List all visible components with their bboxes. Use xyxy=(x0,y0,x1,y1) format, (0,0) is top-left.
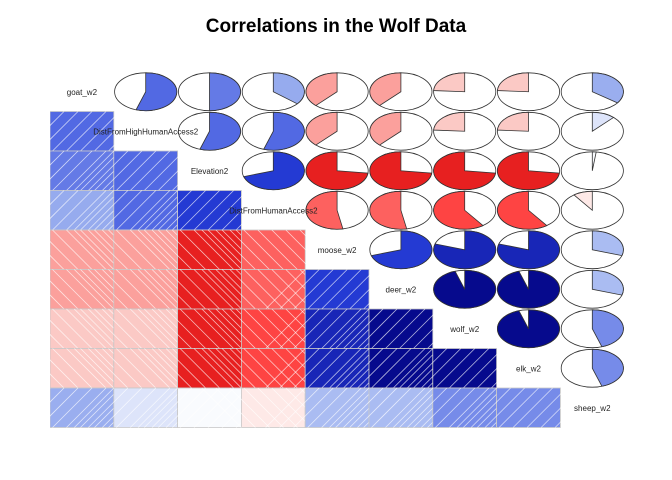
shade-cell-Elevation2-DistFromHighHumanAccess2 xyxy=(74,150,255,191)
diagonal-label-goat_w2: goat_w2 xyxy=(67,88,98,97)
pie-cell-DistFromHumanAccess2-elk_w2 xyxy=(496,190,560,230)
shade-cell-DistFromHumanAccess2-Elevation2 xyxy=(137,190,318,231)
pie-cell-DistFromHumanAccess2-sheep_w2 xyxy=(560,190,624,230)
shade-cell-sheep_w2-goat_w2 xyxy=(50,387,191,428)
shade-cell-sheep_w2-elk_w2 xyxy=(456,387,624,428)
pie-cell-Elevation2-moose_w2 xyxy=(305,151,369,191)
shade-cell-deer_w2-DistFromHighHumanAccess2 xyxy=(74,269,255,310)
diagonal-label-DistFromHumanAccess2: DistFromHumanAccess2 xyxy=(229,206,318,215)
pie-cell-moose_w2-elk_w2 xyxy=(496,230,560,270)
pie-cell-DistFromHumanAccess2-deer_w2 xyxy=(369,190,433,230)
pie-cell-deer_w2-elk_w2 xyxy=(496,269,560,309)
pie-cell-wolf_w2-sheep_w2 xyxy=(560,309,624,349)
pie-cell-goat_w2-elk_w2 xyxy=(496,72,560,112)
pie-cell-Elevation2-deer_w2 xyxy=(369,151,433,191)
pie-cell-moose_w2-sheep_w2 xyxy=(560,230,624,270)
pie-cell-Elevation2-wolf_w2 xyxy=(433,151,497,191)
shade-cell-DistFromHighHumanAccess2-goat_w2 xyxy=(50,111,191,152)
pie-cell-deer_w2-wolf_w2 xyxy=(433,269,497,309)
diagonal-label-sheep_w2: sheep_w2 xyxy=(574,404,611,413)
diagonal-label-elk_w2: elk_w2 xyxy=(516,364,541,373)
pie-cell-DistFromHumanAccess2-moose_w2 xyxy=(305,190,369,230)
pie-cell-DistFromHighHumanAccess2-wolf_w2 xyxy=(433,111,497,151)
pie-cell-Elevation2-DistFromHumanAccess2 xyxy=(241,151,305,191)
shade-cell-sheep_w2-DistFromHighHumanAccess2 xyxy=(74,387,255,428)
pie-cell-DistFromHighHumanAccess2-Elevation2 xyxy=(177,111,241,151)
pie-cell-goat_w2-deer_w2 xyxy=(369,72,433,112)
diagonal-label-moose_w2: moose_w2 xyxy=(318,246,357,255)
shade-cell-moose_w2-DistFromHumanAccess2 xyxy=(201,229,382,270)
diagonal-label-Elevation2: Elevation2 xyxy=(191,167,229,176)
pie-cell-goat_w2-moose_w2 xyxy=(305,72,369,112)
pie-cell-elk_w2-sheep_w2 xyxy=(560,348,624,388)
pie-cell-DistFromHumanAccess2-wolf_w2 xyxy=(433,190,497,230)
pie-cell-deer_w2-sheep_w2 xyxy=(560,269,624,309)
pie-cell-DistFromHighHumanAccess2-moose_w2 xyxy=(305,111,369,151)
pie-cell-moose_w2-wolf_w2 xyxy=(433,230,497,270)
pie-cell-Elevation2-sheep_w2 xyxy=(560,151,624,191)
pie-cell-goat_w2-DistFromHighHumanAccess2 xyxy=(114,72,178,112)
pie-cell-goat_w2-DistFromHumanAccess2 xyxy=(241,72,305,112)
pie-cell-wolf_w2-elk_w2 xyxy=(496,309,560,349)
chart-title: Correlations in the Wolf Data xyxy=(205,16,467,37)
pie-cell-DistFromHighHumanAccess2-DistFromHumanAccess2 xyxy=(241,111,305,151)
pie-cell-goat_w2-sheep_w2 xyxy=(560,72,624,112)
pie-cell-Elevation2-elk_w2 xyxy=(496,151,560,191)
shade-cell-elk_w2-wolf_w2 xyxy=(393,348,574,389)
pie-cell-DistFromHighHumanAccess2-deer_w2 xyxy=(369,111,433,151)
shade-cell-deer_w2-moose_w2 xyxy=(265,269,446,310)
diagonal-label-deer_w2: deer_w2 xyxy=(386,285,417,294)
pie-cell-moose_w2-deer_w2 xyxy=(369,230,433,270)
pie-cell-goat_w2-wolf_w2 xyxy=(433,72,497,112)
diagonal-label-wolf_w2: wolf_w2 xyxy=(449,325,479,334)
pie-cell-goat_w2-Elevation2 xyxy=(177,72,241,112)
pie-cell-DistFromHighHumanAccess2-sheep_w2 xyxy=(560,111,624,151)
diagonal-label-DistFromHighHumanAccess2: DistFromHighHumanAccess2 xyxy=(93,127,198,136)
pie-cell-DistFromHighHumanAccess2-elk_w2 xyxy=(496,111,560,151)
